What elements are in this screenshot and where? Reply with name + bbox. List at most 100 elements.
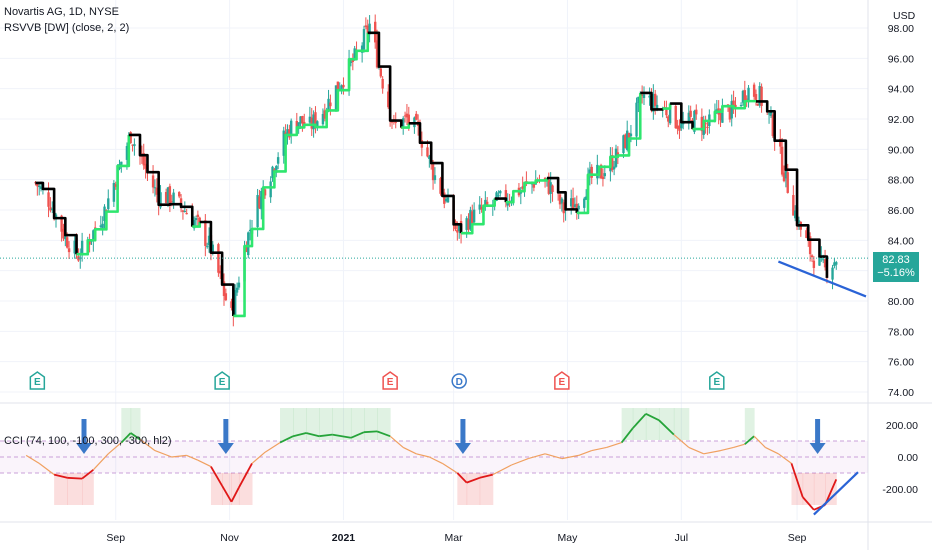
candle-body xyxy=(835,262,838,265)
cci-line-segment xyxy=(186,454,199,461)
cci-line-segment xyxy=(221,485,233,503)
candle-body xyxy=(780,146,784,175)
cci-line-segment xyxy=(154,450,172,458)
cci-zone xyxy=(222,473,232,505)
cci-line-segment xyxy=(197,459,212,468)
candle-body xyxy=(599,164,603,179)
cci-line-segment xyxy=(81,469,94,480)
candle-body xyxy=(465,218,468,230)
candle-body xyxy=(235,287,239,293)
cci-line-segment xyxy=(479,473,494,479)
candle-body xyxy=(678,125,681,131)
candle-body xyxy=(381,78,384,89)
indicator-legend[interactable]: RSVVB [DW] (close, 2, 2) xyxy=(4,22,130,34)
candle-body xyxy=(271,166,274,179)
cci-legend[interactable]: CCI (74, 100, -100, 300, -300, hl2) xyxy=(4,435,172,447)
time-tick-label: Mar xyxy=(445,532,464,544)
cci-zone xyxy=(332,408,352,440)
price-tick-label: 92.00 xyxy=(888,114,914,126)
cci-trendline xyxy=(813,471,859,516)
candle-body xyxy=(467,219,470,230)
candle-body xyxy=(665,109,668,116)
candle-body xyxy=(484,199,487,207)
candle-body xyxy=(183,210,186,212)
candle-body xyxy=(734,104,737,108)
candle-body xyxy=(290,120,293,136)
cci-tick-label: 200.00 xyxy=(886,420,918,432)
cci-zone xyxy=(825,473,837,505)
candle-body xyxy=(426,147,429,157)
cci-pane xyxy=(0,408,868,511)
candle-body xyxy=(402,118,405,127)
candle-body xyxy=(286,129,289,136)
cci-line-segment xyxy=(130,432,141,441)
candle-body xyxy=(299,116,302,124)
candle-body xyxy=(627,132,631,139)
candle-body xyxy=(769,112,773,116)
cci-line-segment xyxy=(765,446,779,455)
candle-body xyxy=(224,293,228,301)
candle-body xyxy=(831,267,834,280)
candle-body xyxy=(640,94,644,96)
candle-body xyxy=(295,120,298,128)
cci-line-segment xyxy=(591,446,607,452)
trailing-line-segment xyxy=(670,102,694,130)
candle-body xyxy=(407,114,410,124)
time-axis[interactable]: Sep Nov 2021 Mar May Jul Sep xyxy=(106,532,806,544)
earnings-icon xyxy=(554,371,570,390)
candle-body xyxy=(288,129,291,138)
candle-body xyxy=(642,94,646,98)
candle-body xyxy=(667,116,670,122)
candle-body xyxy=(275,166,278,173)
candle-body xyxy=(715,109,718,112)
cci-zone xyxy=(210,473,223,505)
candle-body xyxy=(164,192,168,204)
candle-body xyxy=(133,144,136,147)
event-marker: D xyxy=(451,373,467,389)
cci-zone xyxy=(479,473,494,505)
candle-body xyxy=(405,113,409,118)
cci-zone xyxy=(791,473,804,505)
price-tick-label: 74.00 xyxy=(888,387,914,399)
price-axis[interactable]: 98.00 96.00 94.00 92.00 90.00 88.00 86.00 84.00… xyxy=(888,23,914,399)
candle-body xyxy=(433,175,437,181)
candle-body xyxy=(786,172,789,193)
cci-line-segment xyxy=(332,433,352,439)
candle-body xyxy=(351,59,354,63)
candle-body xyxy=(478,204,481,210)
candle-body xyxy=(170,201,173,203)
price-tick-label: 98.00 xyxy=(888,23,914,35)
candle-body xyxy=(654,93,657,106)
cci-axis[interactable]: 200.00 0.00 -200.00 xyxy=(882,420,918,496)
candle-body xyxy=(349,61,353,63)
candle-body xyxy=(754,94,758,102)
earnings-icon xyxy=(382,371,398,390)
price-tick-label: 90.00 xyxy=(888,144,914,156)
cci-line-segment xyxy=(53,473,68,479)
cci-line-segment xyxy=(561,454,579,460)
candle-body xyxy=(303,121,306,125)
candle-body xyxy=(756,103,760,106)
symbol-legend[interactable]: Novartis AG, 1D, NYSE xyxy=(4,6,119,18)
candle-body xyxy=(282,130,285,156)
trailing-line-segment xyxy=(128,133,194,227)
candle-body xyxy=(387,91,390,108)
candle-body xyxy=(92,230,95,242)
candle-body xyxy=(308,116,312,123)
cci-line-segment xyxy=(171,454,187,458)
trailing-line-segment xyxy=(233,32,370,318)
candle-body xyxy=(36,182,39,187)
candle-body xyxy=(336,81,340,91)
earnings-icon xyxy=(29,371,46,390)
cci-line-segment xyxy=(376,430,391,438)
candle-body xyxy=(730,101,733,119)
trailing-line-segment xyxy=(401,123,411,129)
candle-body xyxy=(495,192,498,201)
candle-body xyxy=(310,117,313,129)
event-label: D xyxy=(456,377,463,388)
candle-body xyxy=(728,107,732,120)
candle-body xyxy=(721,106,724,123)
price-tick-label: 84.00 xyxy=(888,235,914,247)
cci-line-segment xyxy=(606,442,622,448)
